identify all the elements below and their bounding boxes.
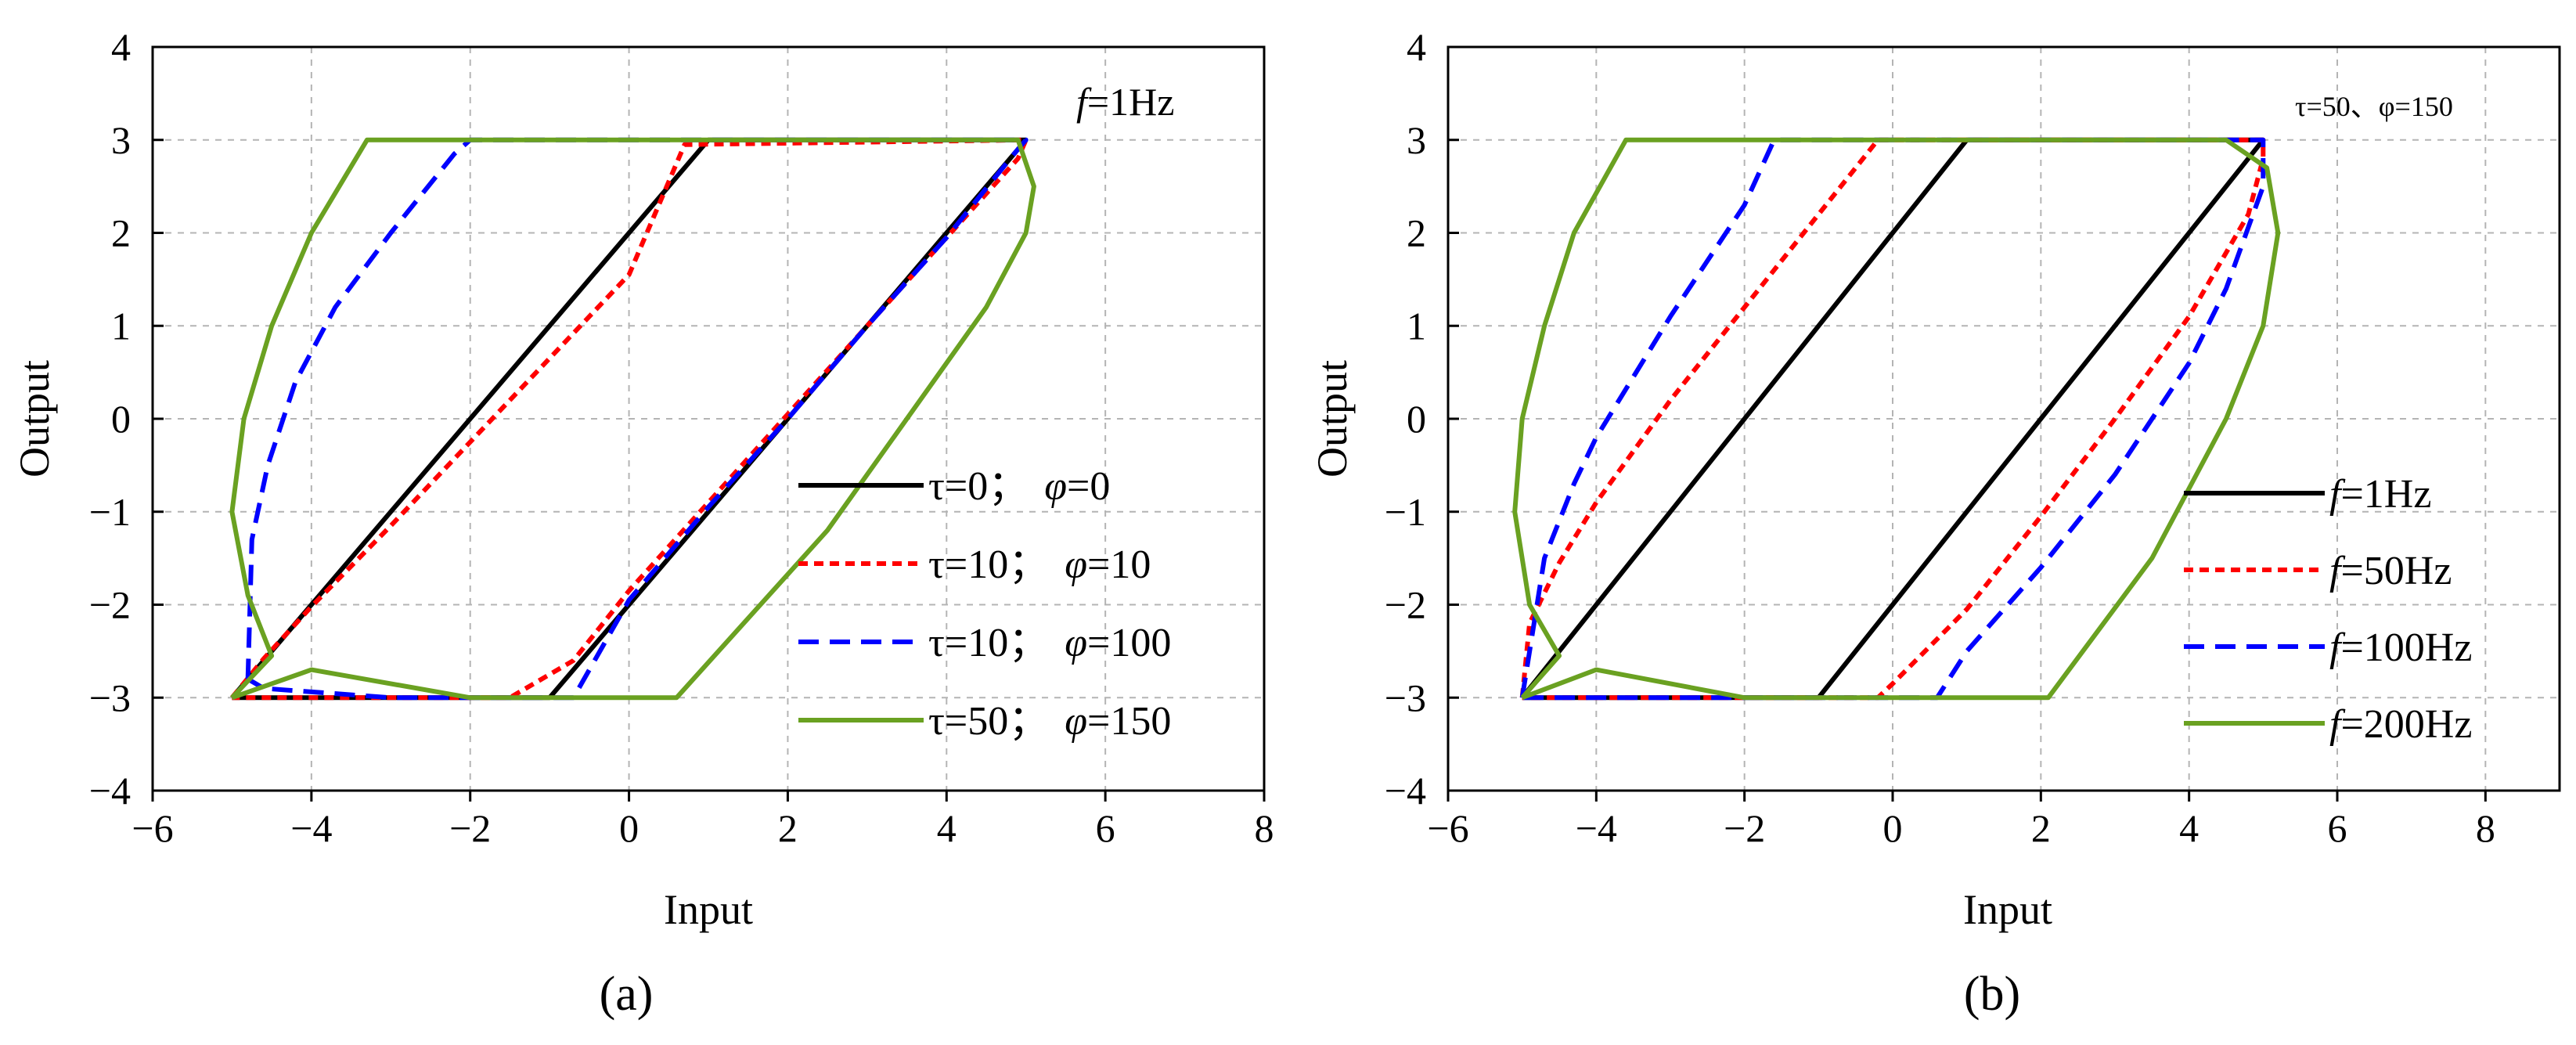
y-tick-label: 0 xyxy=(111,397,131,441)
y-tick-label: −1 xyxy=(89,490,131,534)
legend-label-value: =150 xyxy=(1087,699,1171,744)
y-axis-title-b: Output xyxy=(1309,360,1356,477)
legend-label: f=100Hz xyxy=(2329,625,2472,670)
y-tick-label: −2 xyxy=(89,583,131,627)
x-tick-label: 4 xyxy=(937,806,957,850)
legend-label-value: =1Hz xyxy=(2340,472,2431,517)
y-tick-label: −1 xyxy=(1385,490,1426,534)
caption-a: (a) xyxy=(600,968,654,1021)
series-b xyxy=(1512,137,2281,701)
y-tick-label: −4 xyxy=(89,769,131,813)
series-a xyxy=(229,137,1036,701)
x-tick-label: 0 xyxy=(1883,806,1903,850)
series-line-b-3 xyxy=(1519,137,2266,701)
legend-label-value: =10 xyxy=(1087,542,1151,587)
legend-label: f=1Hz xyxy=(2329,472,2431,517)
legend-label: τ=50； φ=150 xyxy=(928,699,1171,744)
series-line-a-2 xyxy=(230,137,1029,701)
x-tick-label: −4 xyxy=(1576,806,1617,850)
x-tick-label: −2 xyxy=(1724,806,1765,850)
y-tick-label: −2 xyxy=(1385,583,1426,627)
legend-label-value: =100Hz xyxy=(2340,625,2472,670)
frequency-note-a-value: =1Hz xyxy=(1087,80,1175,124)
x-tick-label: 4 xyxy=(2179,806,2199,850)
legend-label-tau: τ=0； xyxy=(928,464,1029,509)
legend-label-phi: φ xyxy=(1065,699,1087,744)
y-tick-label: −3 xyxy=(89,676,131,719)
x-tick-labels-b: −6 −4 −2 0 2 4 6 8 xyxy=(1427,806,2495,850)
x-tick-label: 6 xyxy=(1096,806,1115,850)
x-tick-label: 8 xyxy=(1255,806,1274,850)
legend-label: f=200Hz xyxy=(2329,702,2472,747)
frequency-note-a: f=1Hz xyxy=(1076,80,1174,124)
legend-label: τ=0； φ=0 xyxy=(928,464,1110,509)
y-tick-label: 2 xyxy=(111,211,131,255)
x-tick-label: 0 xyxy=(619,806,639,850)
caption-b: (b) xyxy=(1964,968,2020,1021)
legend-label: τ=10； φ=10 xyxy=(928,542,1151,587)
legend-label: f=50Hz xyxy=(2329,549,2452,593)
x-tick-label: 6 xyxy=(2328,806,2347,850)
x-tick-label: −6 xyxy=(1427,806,1468,850)
parameter-note-b: τ=50、φ=150 xyxy=(2295,91,2453,122)
y-tick-label: 4 xyxy=(111,25,131,69)
y-tick-label: 3 xyxy=(1407,118,1426,162)
legend-label-value: =0 xyxy=(1067,464,1110,509)
legend-label-tau: τ=10； xyxy=(928,542,1049,587)
x-tick-label: −2 xyxy=(449,806,491,850)
x-tick-label: −6 xyxy=(132,806,173,850)
ticks-b xyxy=(1447,45,2487,802)
y-tick-labels-b: −4 −3 −2 −1 0 1 2 3 4 xyxy=(1385,25,1426,813)
legend-label-tau: τ=10； xyxy=(928,621,1049,665)
y-tick-label: 1 xyxy=(111,304,131,348)
y-axis-title-a: Output xyxy=(11,360,58,477)
y-tick-label: 0 xyxy=(1407,397,1426,441)
legend-label-value: =50Hz xyxy=(2340,549,2452,593)
legend-label-value: =100 xyxy=(1087,621,1171,665)
x-tick-label: 2 xyxy=(2031,806,2051,850)
series-line-b-4 xyxy=(1512,137,2281,701)
y-tick-labels-a: −4 −3 −2 −1 0 1 2 3 4 xyxy=(89,25,131,813)
x-axis-title-b: Input xyxy=(1963,886,2052,933)
y-tick-label: −3 xyxy=(1385,676,1426,719)
legend-label-phi: φ xyxy=(1044,464,1067,509)
x-axis-title-a: Input xyxy=(664,886,753,933)
ticks-a xyxy=(151,45,1266,802)
legend-label-phi: φ xyxy=(1065,542,1087,587)
x-tick-label: −4 xyxy=(290,806,332,850)
series-line-a-4 xyxy=(229,137,1036,701)
legend-label-tau: τ=50； xyxy=(928,699,1049,744)
x-tick-label: 2 xyxy=(778,806,798,850)
y-tick-label: 3 xyxy=(111,118,131,162)
y-tick-label: 2 xyxy=(1407,211,1426,255)
x-tick-labels-a: −6 −4 −2 0 2 4 6 8 xyxy=(132,806,1274,850)
legend-label-phi: φ xyxy=(1065,621,1087,665)
y-tick-label: 4 xyxy=(1407,25,1426,69)
grid-a xyxy=(153,47,1264,791)
legend-label-value: =200Hz xyxy=(2340,702,2472,747)
series-line-b-2 xyxy=(1519,137,2266,701)
y-tick-label: −4 xyxy=(1385,769,1426,813)
legend-b: f=1Hz f=50Hz f=100Hz f=200Hz xyxy=(2184,472,2472,747)
y-tick-label: 1 xyxy=(1407,304,1426,348)
x-tick-label: 8 xyxy=(2476,806,2495,850)
legend-label: τ=10； φ=100 xyxy=(928,621,1171,665)
